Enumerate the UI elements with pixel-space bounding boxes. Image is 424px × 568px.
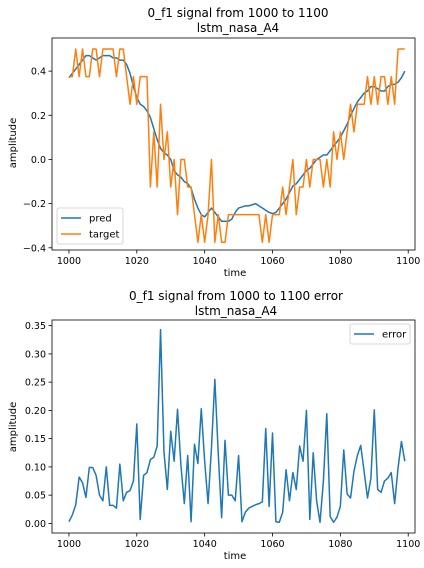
legend-label-error: error — [382, 330, 407, 341]
chart-subtitle: lstm_nasa_A4 — [197, 21, 279, 35]
x-tick-label: 1060 — [260, 256, 284, 267]
y-tick-label: 0.20 — [25, 406, 46, 417]
y-tick-label: 0.0 — [31, 155, 46, 166]
chart-subtitle: lstm_nasa_A4 — [195, 304, 277, 318]
y-axis-label: amplitude — [8, 402, 19, 453]
legend-label-target: target — [89, 230, 119, 241]
series-line-target — [68, 48, 405, 244]
legend: pred target — [56, 207, 124, 245]
legend-box — [349, 323, 411, 345]
top-chart: 0_f1 signal from 1000 to 1100 lstm_nasa_… — [8, 6, 420, 279]
series-line-pred — [68, 54, 406, 223]
y-tick-label: 0.30 — [25, 349, 46, 360]
legend-box — [56, 207, 124, 245]
x-tick-label: 1080 — [328, 539, 352, 550]
y-tick-label: 0.10 — [25, 462, 46, 473]
plot-frame — [51, 319, 416, 534]
x-tick-label: 1000 — [57, 256, 81, 267]
y-tick-label: 0.15 — [25, 434, 46, 445]
bottom-chart: 0_f1 signal from 1000 to 1100 error lstm… — [8, 289, 420, 562]
y-tick-label: 0.05 — [25, 491, 46, 502]
x-axis-label: time — [224, 551, 247, 562]
x-tick-label: 1020 — [125, 539, 149, 550]
plot-lines — [68, 48, 406, 244]
y-tick-label: 0.35 — [25, 321, 46, 332]
y-tick-label: 0.00 — [25, 519, 46, 530]
y-axis-label: amplitude — [8, 118, 19, 169]
x-tick-label: 1040 — [193, 256, 217, 267]
chart-title: 0_f1 signal from 1000 to 1100 — [147, 6, 328, 20]
axis-ticks: 1000 1020 1040 1060 1080 1100 −0.4 −0.2 0.0 0.2 0.… — [23, 67, 420, 267]
legend: error — [349, 323, 411, 345]
x-tick-label: 1060 — [260, 539, 284, 550]
y-tick-label: −0.2 — [23, 199, 46, 210]
x-tick-label: 1040 — [193, 539, 217, 550]
y-tick-label: 0.4 — [31, 67, 46, 78]
chart-title: 0_f1 signal from 1000 to 1100 error — [129, 289, 343, 303]
plot-frame — [51, 37, 416, 251]
y-tick-label: −0.4 — [23, 243, 46, 254]
y-tick-label: 0.2 — [31, 111, 46, 122]
axis-ticks: 1000 1020 1040 1060 1080 1100 0.00 0.05 0.10 0.15… — [25, 321, 420, 550]
plot-lines — [68, 328, 406, 524]
x-tick-label: 1000 — [57, 539, 81, 550]
x-tick-label: 1080 — [328, 256, 352, 267]
legend-label-pred: pred — [89, 214, 112, 225]
x-axis-label: time — [224, 268, 247, 279]
x-tick-label: 1020 — [125, 256, 149, 267]
x-tick-label: 1100 — [396, 539, 420, 550]
y-tick-label: 0.25 — [25, 378, 46, 389]
x-tick-label: 1100 — [396, 256, 420, 267]
series-line-error — [68, 328, 406, 524]
